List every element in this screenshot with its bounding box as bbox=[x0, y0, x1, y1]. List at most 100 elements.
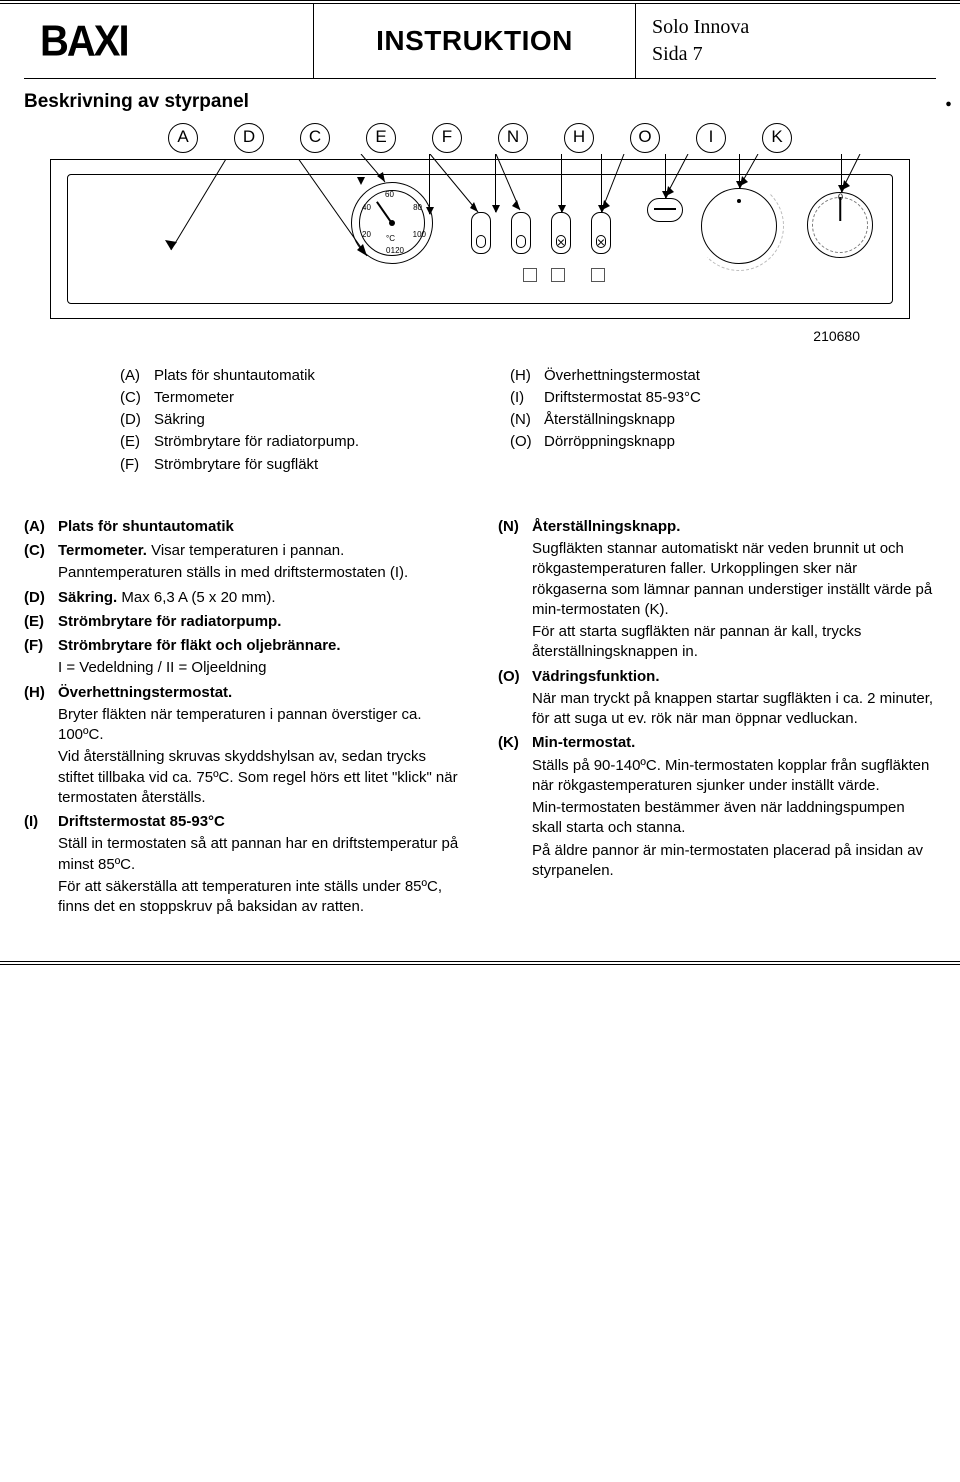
entry: (N)Återställningsknapp.Sugfläkten stanna… bbox=[498, 517, 936, 663]
entry-title-line: Säkring. Max 6,3 A (5 x 20 mm). bbox=[58, 588, 462, 608]
diagram-label-c: C bbox=[300, 123, 330, 153]
leader-o bbox=[665, 154, 666, 198]
legend-value: Strömbrytare för sugfläkt bbox=[154, 455, 318, 475]
entry-title-line: Återställningsknapp. bbox=[532, 517, 936, 537]
diagram-label-h: H bbox=[564, 123, 594, 153]
page: BAXI INSTRUKTION Solo Innova Sida 7 . Be… bbox=[0, 0, 960, 965]
diagram-label-n: N bbox=[498, 123, 528, 153]
entry-body: Strömbrytare för fläkt och oljebrännare.… bbox=[58, 636, 462, 679]
legend-columns: (A)Plats för shuntautomatik(C)Termometer… bbox=[120, 366, 840, 477]
entry-body: Vädringsfunktion.När man tryckt på knapp… bbox=[532, 667, 936, 730]
leader-e bbox=[429, 154, 430, 214]
entry-paragraph: Min-termostaten bestämmer även när laddn… bbox=[532, 798, 936, 839]
legend-value: Återställningsknapp bbox=[544, 410, 675, 430]
diagram-label-o: O bbox=[630, 123, 660, 153]
panel-diagram: ADCEFNHOIK 0 20 40 60 80 100 120 °C bbox=[50, 123, 910, 346]
entry-title: Överhettningstermostat. bbox=[58, 684, 232, 701]
entry-body: Överhettningstermostat. Bryter fläkten nä… bbox=[58, 683, 462, 809]
legend-key: (F) bbox=[120, 455, 154, 475]
entry: (O)Vädringsfunktion.När man tryckt på kn… bbox=[498, 667, 936, 730]
entry-title-suffix: Visar temperaturen i pannan. bbox=[147, 542, 344, 559]
header-dot: . bbox=[945, 79, 952, 117]
legend-right: (H)Överhettningstermostat(I)Driftstermos… bbox=[510, 366, 840, 477]
legend-key: (D) bbox=[120, 410, 154, 430]
entry-paragraph: På äldre pannor är min-termostaten place… bbox=[532, 841, 936, 882]
entry: (C)Termometer. Visar temperaturen i pann… bbox=[24, 541, 462, 584]
legend-row: (D)Säkring bbox=[120, 410, 450, 430]
entry-title-line: Plats för shuntautomatik bbox=[58, 517, 462, 537]
entry: (E)Strömbrytare för radiatorpump. bbox=[24, 612, 462, 632]
entry-paragraph: Bryter fläkten när temperaturen i pannan… bbox=[58, 705, 462, 746]
indicator-icon-1 bbox=[523, 268, 537, 282]
leader-h bbox=[601, 154, 602, 212]
entry-title: Min-termostat. bbox=[532, 734, 635, 751]
legend-key: (E) bbox=[120, 432, 154, 452]
entry-title: Strömbrytare för radiatorpump. bbox=[58, 613, 281, 630]
legend-row: (F)Strömbrytare för sugfläkt bbox=[120, 455, 450, 475]
legend-key: (I) bbox=[510, 388, 544, 408]
body-columns: (A)Plats för shuntautomatik(C)Termometer… bbox=[24, 517, 936, 922]
entry-title-line: Driftstermostat 85-93°C bbox=[58, 812, 462, 832]
legend-row: (C)Termometer bbox=[120, 388, 450, 408]
entry-body: Plats för shuntautomatik bbox=[58, 517, 462, 537]
entry: (H)Överhettningstermostat. Bryter fläkten… bbox=[24, 683, 462, 809]
header-meta-cell: Solo Innova Sida 7 bbox=[636, 4, 936, 78]
entry-paragraph: I = Vedeldning / II = Oljeeldning bbox=[58, 658, 462, 678]
entry-title-line: Strömbrytare för fläkt och oljebrännare. bbox=[58, 636, 462, 656]
legend-value: Driftstermostat 85-93°C bbox=[544, 388, 701, 408]
diagram-labels-row: ADCEFNHOIK bbox=[50, 123, 910, 153]
diagram-label-e: E bbox=[366, 123, 396, 153]
body-left-col: (A)Plats för shuntautomatik(C)Termometer… bbox=[24, 517, 462, 922]
doc-title: INSTRUKTION bbox=[376, 22, 573, 60]
dial-i-icon bbox=[701, 188, 777, 264]
leader-n bbox=[561, 154, 562, 212]
entry-title: Säkring. bbox=[58, 589, 117, 606]
legend-row: (O)Dörröppningsknapp bbox=[510, 432, 840, 452]
entry-paragraph: Panntemperaturen ställs in med driftster… bbox=[58, 563, 462, 583]
entry-title: Vädringsfunktion. bbox=[532, 668, 660, 685]
legend-key: (H) bbox=[510, 366, 544, 386]
entry-body: Säkring. Max 6,3 A (5 x 20 mm). bbox=[58, 588, 462, 608]
legend-value: Dörröppningsknapp bbox=[544, 432, 675, 452]
entry-key: (O) bbox=[498, 667, 532, 730]
indicator-icon-2 bbox=[551, 268, 565, 282]
header-title-cell: INSTRUKTION bbox=[314, 4, 636, 78]
entry-body: Återställningsknapp. Sugfläkten stannar a… bbox=[532, 517, 936, 663]
entry-title-line: Termometer. Visar temperaturen i pannan. bbox=[58, 541, 462, 561]
legend-key: (C) bbox=[120, 388, 154, 408]
legend-row: (E)Strömbrytare för radiatorpump. bbox=[120, 432, 450, 452]
legend-row: (H)Överhettningstermostat bbox=[510, 366, 840, 386]
legend-value: Strömbrytare för radiatorpump. bbox=[154, 432, 359, 452]
entry-title: Driftstermostat 85-93°C bbox=[58, 813, 225, 830]
entry-key: (F) bbox=[24, 636, 58, 679]
leader-k bbox=[841, 154, 842, 192]
entry-paragraph: Ställs på 90-140ºC. Min-termostaten kopp… bbox=[532, 756, 936, 797]
page-number: Sida 7 bbox=[652, 41, 703, 68]
leader-i bbox=[739, 154, 740, 188]
entry-key: (K) bbox=[498, 733, 532, 881]
legend-key: (O) bbox=[510, 432, 544, 452]
entry-title: Återställningsknapp. bbox=[532, 518, 680, 535]
entry-title: Plats för shuntautomatik bbox=[58, 518, 234, 535]
entry-paragraph: Vid återställning skruvas skyddshylsan a… bbox=[58, 747, 462, 808]
entry-body: Min-termostat. Ställs på 90-140ºC. Min-te… bbox=[532, 733, 936, 881]
entry-title: Termometer. bbox=[58, 542, 147, 559]
dial-k-icon: 0 bbox=[807, 192, 873, 258]
legend-value: Överhettningstermostat bbox=[544, 366, 700, 386]
entry-paragraph: Sugfläkten stannar automatiskt när veden… bbox=[532, 539, 936, 620]
section-title: Beskrivning av styrpanel bbox=[24, 89, 936, 115]
entry-key: (H) bbox=[24, 683, 58, 809]
entry-body: Driftstermostat 85-93°CStäll in termosta… bbox=[58, 812, 462, 917]
leader-f bbox=[495, 154, 496, 212]
diagram-label-a: A bbox=[168, 123, 198, 153]
entry: (F)Strömbrytare för fläkt och oljebränna… bbox=[24, 636, 462, 679]
legend-left: (A)Plats för shuntautomatik(C)Termometer… bbox=[120, 366, 450, 477]
diagram-label-f: F bbox=[432, 123, 462, 153]
legend-key: (N) bbox=[510, 410, 544, 430]
entry-title-suffix: Max 6,3 A (5 x 20 mm). bbox=[117, 589, 275, 606]
legend-row: (I)Driftstermostat 85-93°C bbox=[510, 388, 840, 408]
legend-value: Säkring bbox=[154, 410, 205, 430]
switch-n-icon bbox=[551, 212, 571, 254]
legend-key: (A) bbox=[120, 366, 154, 386]
entry: (I)Driftstermostat 85-93°CStäll in termo… bbox=[24, 812, 462, 917]
